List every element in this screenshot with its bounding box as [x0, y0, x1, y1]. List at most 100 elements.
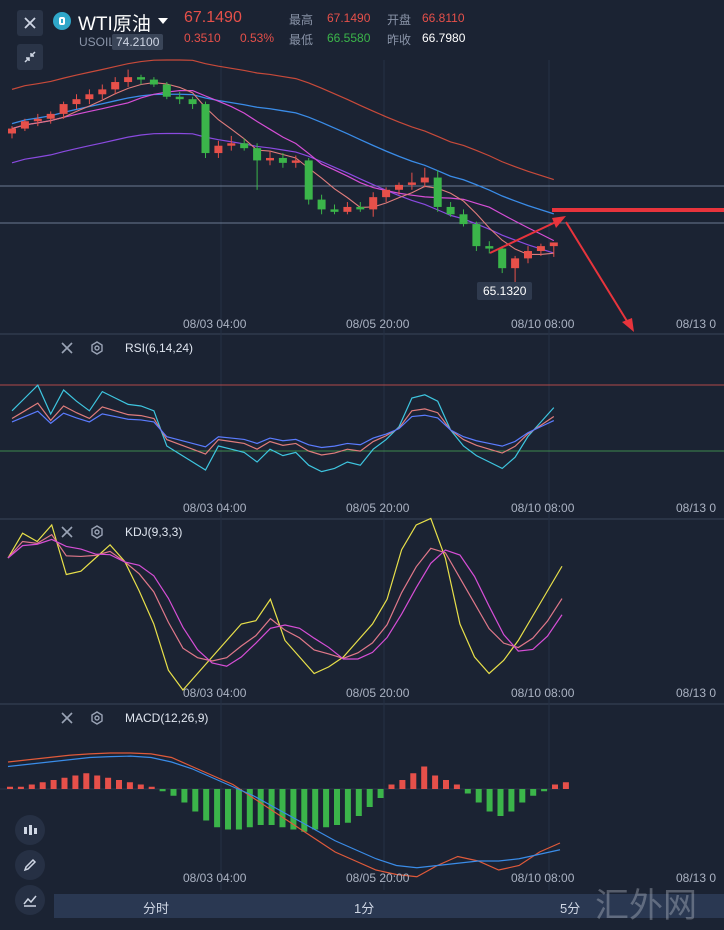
macd-bar [105, 777, 112, 789]
macd-bar [530, 789, 537, 796]
macd-bar [28, 784, 35, 789]
candle-body [137, 77, 145, 80]
macd-bar [279, 789, 286, 828]
period-5min[interactable]: 5分 [560, 901, 581, 916]
macd-title: MACD(12,26,9) [125, 711, 209, 725]
macd-x-tick: 08/10 08:00 [511, 871, 575, 885]
candle-body [33, 118, 42, 122]
min-price-tag: 65.1320 [477, 282, 533, 300]
macd-bar [355, 789, 362, 816]
candle-body [330, 209, 339, 212]
macd-bar [148, 786, 155, 789]
period-1min[interactable]: 1分 [354, 901, 375, 916]
macd-bar [399, 780, 406, 789]
macd-bar [541, 789, 548, 792]
pen-icon [23, 858, 37, 872]
macd-bar [464, 789, 471, 794]
kdj-x-tick: 08/03 04:00 [183, 686, 247, 700]
ma10-line [11, 90, 555, 242]
candle-body [227, 143, 236, 146]
prev-close-label: 昨收 [387, 33, 412, 47]
candle-body [188, 99, 197, 105]
price-x-tick: 08/10 08:00 [511, 317, 575, 331]
macd-x-tick: 08/03 04:00 [183, 871, 247, 885]
candle-body [20, 121, 29, 129]
macd-bar [126, 782, 133, 789]
symbol-title[interactable]: WTI原油 [78, 14, 151, 35]
macd-bar [159, 789, 166, 792]
macd-bar [486, 789, 493, 812]
macd-settings-icon[interactable] [90, 711, 104, 730]
candle-body [266, 157, 274, 161]
period-fenshi[interactable]: 分时 [143, 901, 170, 916]
macd-bar [235, 789, 242, 830]
macd-bar [421, 766, 428, 789]
watermark: 汇外网 [595, 886, 697, 926]
macd-bar [94, 775, 101, 789]
macd-bar [497, 789, 504, 816]
macd-bar [192, 789, 199, 812]
info-icon [59, 17, 65, 25]
close-button[interactable] [17, 10, 43, 36]
candle-icon [24, 825, 37, 835]
candle-body [536, 246, 545, 252]
rsi-close-icon[interactable] [60, 341, 74, 360]
macd-dea-line [7, 755, 561, 869]
last-price: 67.1490 [184, 9, 242, 26]
open-value: 66.8110 [422, 11, 465, 25]
macd-bar [453, 784, 460, 789]
kdj-settings-icon[interactable] [90, 525, 104, 544]
draw-button[interactable] [15, 850, 45, 880]
rsi24-line [11, 410, 555, 449]
high-label: 最高 [289, 13, 314, 27]
candle-style-button[interactable] [15, 815, 45, 845]
macd-bar [61, 777, 68, 789]
candle-body [395, 184, 403, 190]
candle-body [98, 89, 107, 95]
line-tool-button[interactable] [15, 885, 45, 915]
max-price-tag: 74.2100 [112, 34, 164, 50]
macd-bar [519, 789, 526, 803]
dropdown-icon[interactable] [158, 18, 168, 24]
candle-body [433, 177, 442, 207]
candle-body [149, 79, 158, 85]
kdj-x-tick: 08/13 0 [676, 686, 716, 700]
macd-bar [366, 789, 373, 807]
macd-bar [377, 789, 384, 798]
price-x-tick: 08/05 20:00 [346, 317, 410, 331]
open-label: 开盘 [387, 13, 412, 27]
candle-body [162, 84, 171, 97]
kdj-k-line [7, 533, 563, 662]
candle-body [278, 157, 287, 163]
macd-bar [268, 789, 275, 825]
macd-bar [312, 789, 319, 830]
rsi-x-tick: 08/05 20:00 [346, 501, 410, 515]
macd-bar [552, 784, 558, 789]
period-bar [54, 894, 724, 918]
macd-x-tick: 08/13 0 [676, 871, 716, 885]
shrink-button[interactable] [17, 44, 43, 70]
candle-body [472, 224, 481, 247]
candle-body [291, 160, 300, 163]
macd-bar [246, 789, 253, 828]
kdj-j-line [7, 517, 563, 691]
candle-body [420, 177, 429, 183]
symbol-badge[interactable] [53, 12, 71, 30]
low-value: 66.5580 [327, 31, 371, 45]
macd-bar [344, 789, 351, 823]
macd-close-icon[interactable] [60, 711, 74, 730]
candle-body [369, 197, 378, 210]
candle-body [59, 104, 68, 114]
candle-body [485, 246, 494, 249]
macd-bar [301, 789, 308, 832]
kdj-close-icon[interactable] [60, 525, 74, 544]
macd-bar [214, 789, 221, 828]
candle-body [240, 143, 249, 149]
candle-body [498, 248, 507, 269]
macd-bar [290, 789, 297, 830]
macd-bar [17, 786, 24, 789]
candle-body [201, 104, 210, 154]
rsi-settings-icon[interactable] [90, 341, 104, 360]
kdj-d-line [7, 538, 563, 667]
